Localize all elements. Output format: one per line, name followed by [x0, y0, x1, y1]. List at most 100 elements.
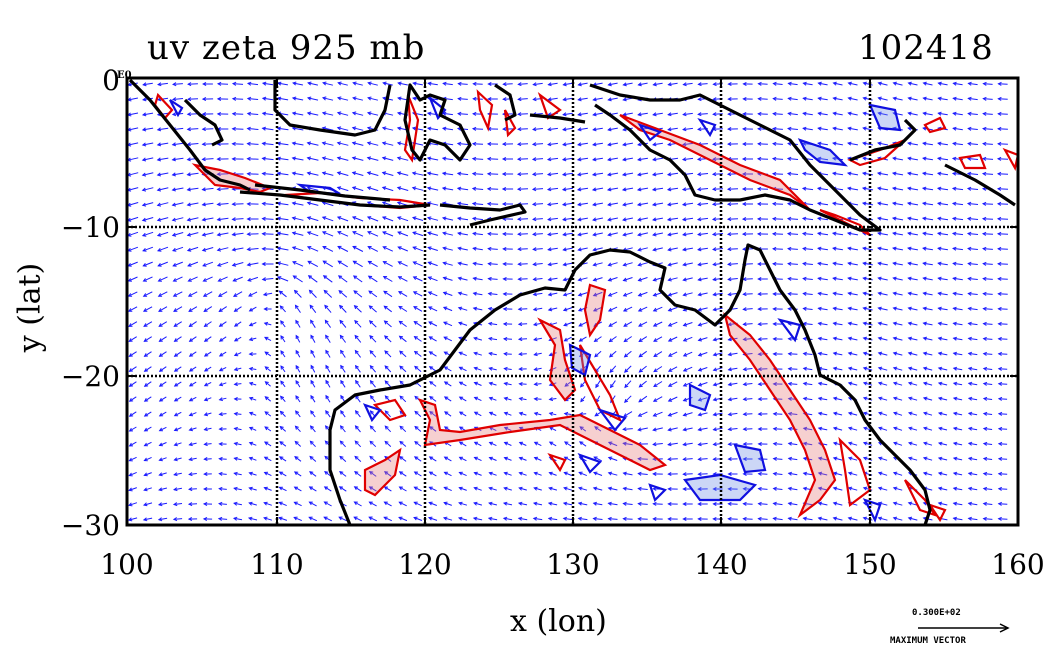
wind-vector-head: [427, 261, 432, 266]
wind-vector: [310, 320, 316, 328]
wind-vector: [788, 368, 798, 370]
wind-vector: [593, 518, 603, 520]
wind-vector: [249, 306, 257, 312]
wind-vector-head: [173, 457, 178, 462]
wind-vector-head: [457, 81, 462, 86]
wind-vector-head: [203, 427, 208, 432]
wind-vector: [370, 380, 376, 388]
wind-vector: [247, 113, 259, 115]
wind-vector-head: [712, 307, 717, 312]
wind-vector: [607, 172, 619, 176]
wind-vector-head: [532, 292, 537, 297]
wind-vector-head: [261, 231, 266, 236]
wind-vector-head: [952, 261, 957, 266]
wind-vector-head: [532, 501, 538, 506]
wind-vector: [998, 413, 1008, 415]
wind-vector: [414, 501, 422, 507]
wind-vector-head: [340, 394, 345, 400]
wind-vector: [412, 217, 424, 221]
wind-vector: [610, 380, 616, 388]
wind-vector: [339, 486, 347, 492]
wind-vector-head: [697, 322, 703, 327]
wind-vector-head: [847, 351, 853, 356]
wind-vector-head: [637, 277, 642, 282]
wind-vector-head: [682, 486, 687, 492]
wind-vector-head: [996, 186, 1002, 191]
wind-vector-head: [876, 171, 882, 176]
wind-vector-head: [263, 471, 269, 476]
wind-vector: [938, 82, 948, 86]
wind-vector-head: [922, 156, 927, 161]
wind-vector-head: [757, 367, 762, 372]
wind-vector-head: [413, 456, 419, 461]
wind-vector: [368, 260, 378, 268]
wind-vector-head: [937, 306, 942, 311]
wind-vector-head: [353, 486, 359, 491]
wind-vector: [534, 352, 542, 356]
wind-vector-head: [607, 127, 612, 132]
wind-vector-head: [772, 81, 777, 86]
wind-vector: [937, 172, 949, 176]
wind-vector-head: [997, 126, 1002, 131]
wind-vector-head: [742, 126, 747, 132]
wind-vector-head: [862, 321, 867, 326]
wind-vector: [142, 112, 154, 116]
wind-vector-head: [876, 201, 882, 206]
wind-vector-head: [143, 353, 148, 357]
wind-vector: [668, 427, 678, 431]
wind-vector: [938, 97, 948, 101]
wind-vector: [399, 365, 407, 373]
wind-vector: [908, 337, 918, 341]
wind-vector: [337, 127, 349, 131]
wind-vector: [188, 306, 198, 312]
wind-vector-head: [351, 216, 357, 220]
wind-vector-head: [128, 323, 133, 327]
wind-vector: [772, 158, 784, 160]
wind-vector: [473, 232, 483, 236]
wind-vector-head: [397, 261, 402, 265]
wind-vector: [128, 276, 138, 282]
wind-vector: [818, 292, 828, 296]
wind-vector: [232, 247, 244, 251]
wind-vector-head: [562, 307, 568, 312]
legend-max-vector-value: 0.300E+02: [912, 608, 961, 618]
wind-vector: [578, 202, 588, 206]
wind-vector: [277, 247, 289, 251]
wind-vector-head: [742, 337, 747, 342]
wind-vector-head: [354, 425, 359, 430]
wind-vector-head: [502, 501, 508, 506]
wind-vector-head: [399, 350, 404, 355]
wind-vector: [232, 232, 244, 236]
wind-vector: [683, 442, 693, 446]
wind-vector-head: [487, 306, 493, 311]
wind-vector: [758, 488, 768, 490]
wind-vector: [518, 338, 528, 340]
wind-vector-head: [667, 127, 672, 132]
wind-vector-head: [218, 456, 223, 461]
wind-vector: [787, 233, 799, 235]
wind-vector: [474, 367, 482, 371]
wind-vector: [653, 82, 663, 86]
wind-vector: [983, 488, 993, 490]
wind-vector: [653, 217, 663, 221]
wind-vector: [998, 488, 1008, 490]
wind-vector-head: [173, 308, 178, 312]
wind-vector-head: [580, 383, 585, 388]
wind-vector-head: [517, 262, 522, 267]
wind-vector: [848, 487, 858, 491]
wind-vector: [292, 246, 304, 252]
wind-vector: [668, 336, 678, 342]
wind-vector-head: [696, 187, 702, 192]
wind-vector-head: [369, 425, 374, 430]
wind-vector-head: [248, 426, 254, 431]
wind-vector-head: [338, 486, 344, 491]
wind-vector: [683, 142, 693, 146]
wind-vector-head: [456, 201, 462, 206]
wind-vector: [382, 216, 394, 222]
wind-vector: [337, 112, 349, 116]
wind-vector-head: [309, 440, 314, 445]
wind-vector-head: [339, 334, 344, 339]
wind-vector-head: [922, 81, 927, 86]
wind-vector: [878, 427, 888, 431]
wind-vector-head: [291, 156, 296, 161]
